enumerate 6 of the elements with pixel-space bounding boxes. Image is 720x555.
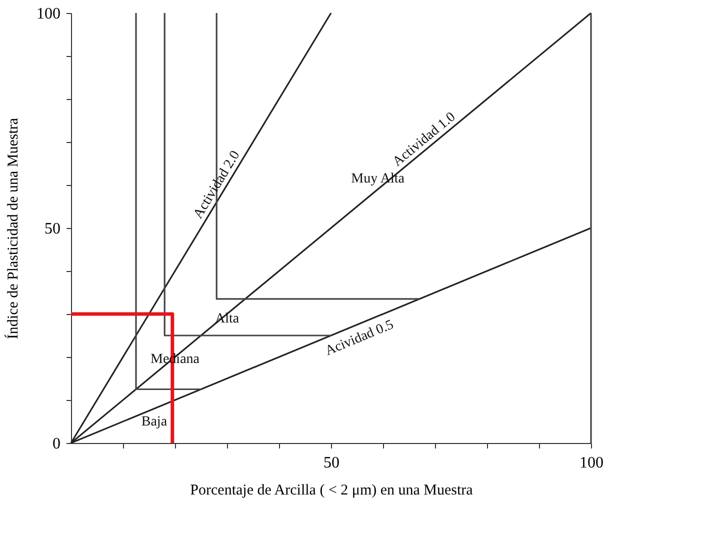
y-axis-title: Índice de Plasticidad de una Muestra: [4, 118, 22, 340]
y-tick-label: 50: [44, 220, 60, 238]
x-axis-title: Porcentaje de Arcilla ( < 2 μm) en una Muestra: [190, 482, 474, 498]
y-tick-label: 100: [36, 6, 60, 22]
annotation: Baja: [141, 414, 168, 430]
y-tick-label: 0: [52, 436, 60, 452]
